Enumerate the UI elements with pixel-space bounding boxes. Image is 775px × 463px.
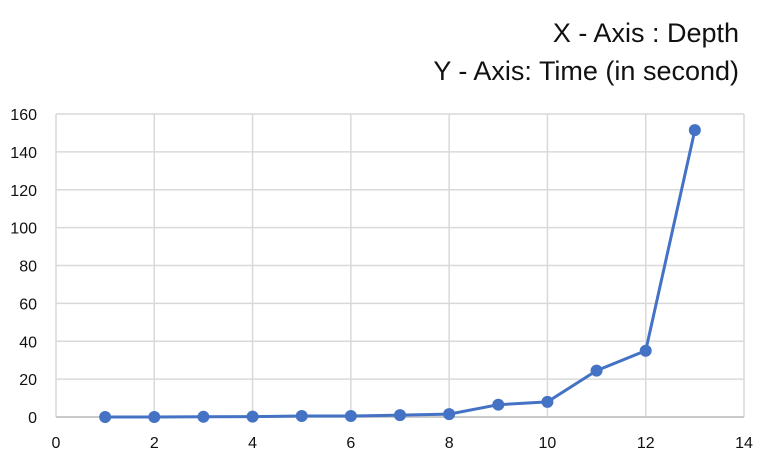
annotation-line-y: Y - Axis: Time (in second) [433, 56, 739, 86]
data-point [394, 409, 406, 422]
data-point [148, 411, 161, 423]
data-point [99, 411, 112, 423]
x-tick-label: 12 [637, 435, 655, 452]
data-point [688, 124, 701, 137]
y-tick-label: 40 [19, 334, 37, 351]
x-tick-label: 10 [539, 435, 557, 452]
data-point [541, 395, 554, 408]
y-tick-label: 60 [19, 296, 37, 313]
data-point [639, 344, 652, 357]
x-tick-label: 6 [346, 435, 355, 452]
y-tick-label: 160 [10, 107, 37, 124]
series-line [103, 128, 697, 419]
annotation-line-x: X - Axis : Depth [552, 18, 739, 48]
y-tick-label: 0 [28, 410, 37, 427]
series-depth-time [99, 124, 701, 423]
data-point [492, 398, 505, 411]
data-point [295, 410, 308, 423]
chart-annotation: X - Axis : Depth Y - Axis: Time (in seco… [433, 14, 739, 90]
y-tick-label: 80 [19, 259, 37, 276]
x-tick-label: 14 [735, 435, 753, 452]
data-point [590, 364, 603, 377]
y-tick-label: 120 [10, 183, 37, 200]
x-tick-label: 8 [445, 435, 454, 452]
data-point [246, 410, 259, 423]
data-point [443, 408, 456, 421]
y-tick-label: 20 [19, 372, 37, 389]
x-tick-label: 0 [52, 435, 61, 452]
x-tick-label: 4 [248, 435, 257, 452]
grid [55, 113, 745, 418]
data-point [344, 410, 357, 423]
data-point [197, 410, 210, 423]
x-tick-label: 2 [150, 435, 159, 452]
y-tick-label: 100 [10, 221, 37, 238]
y-tick-label: 140 [10, 145, 37, 162]
